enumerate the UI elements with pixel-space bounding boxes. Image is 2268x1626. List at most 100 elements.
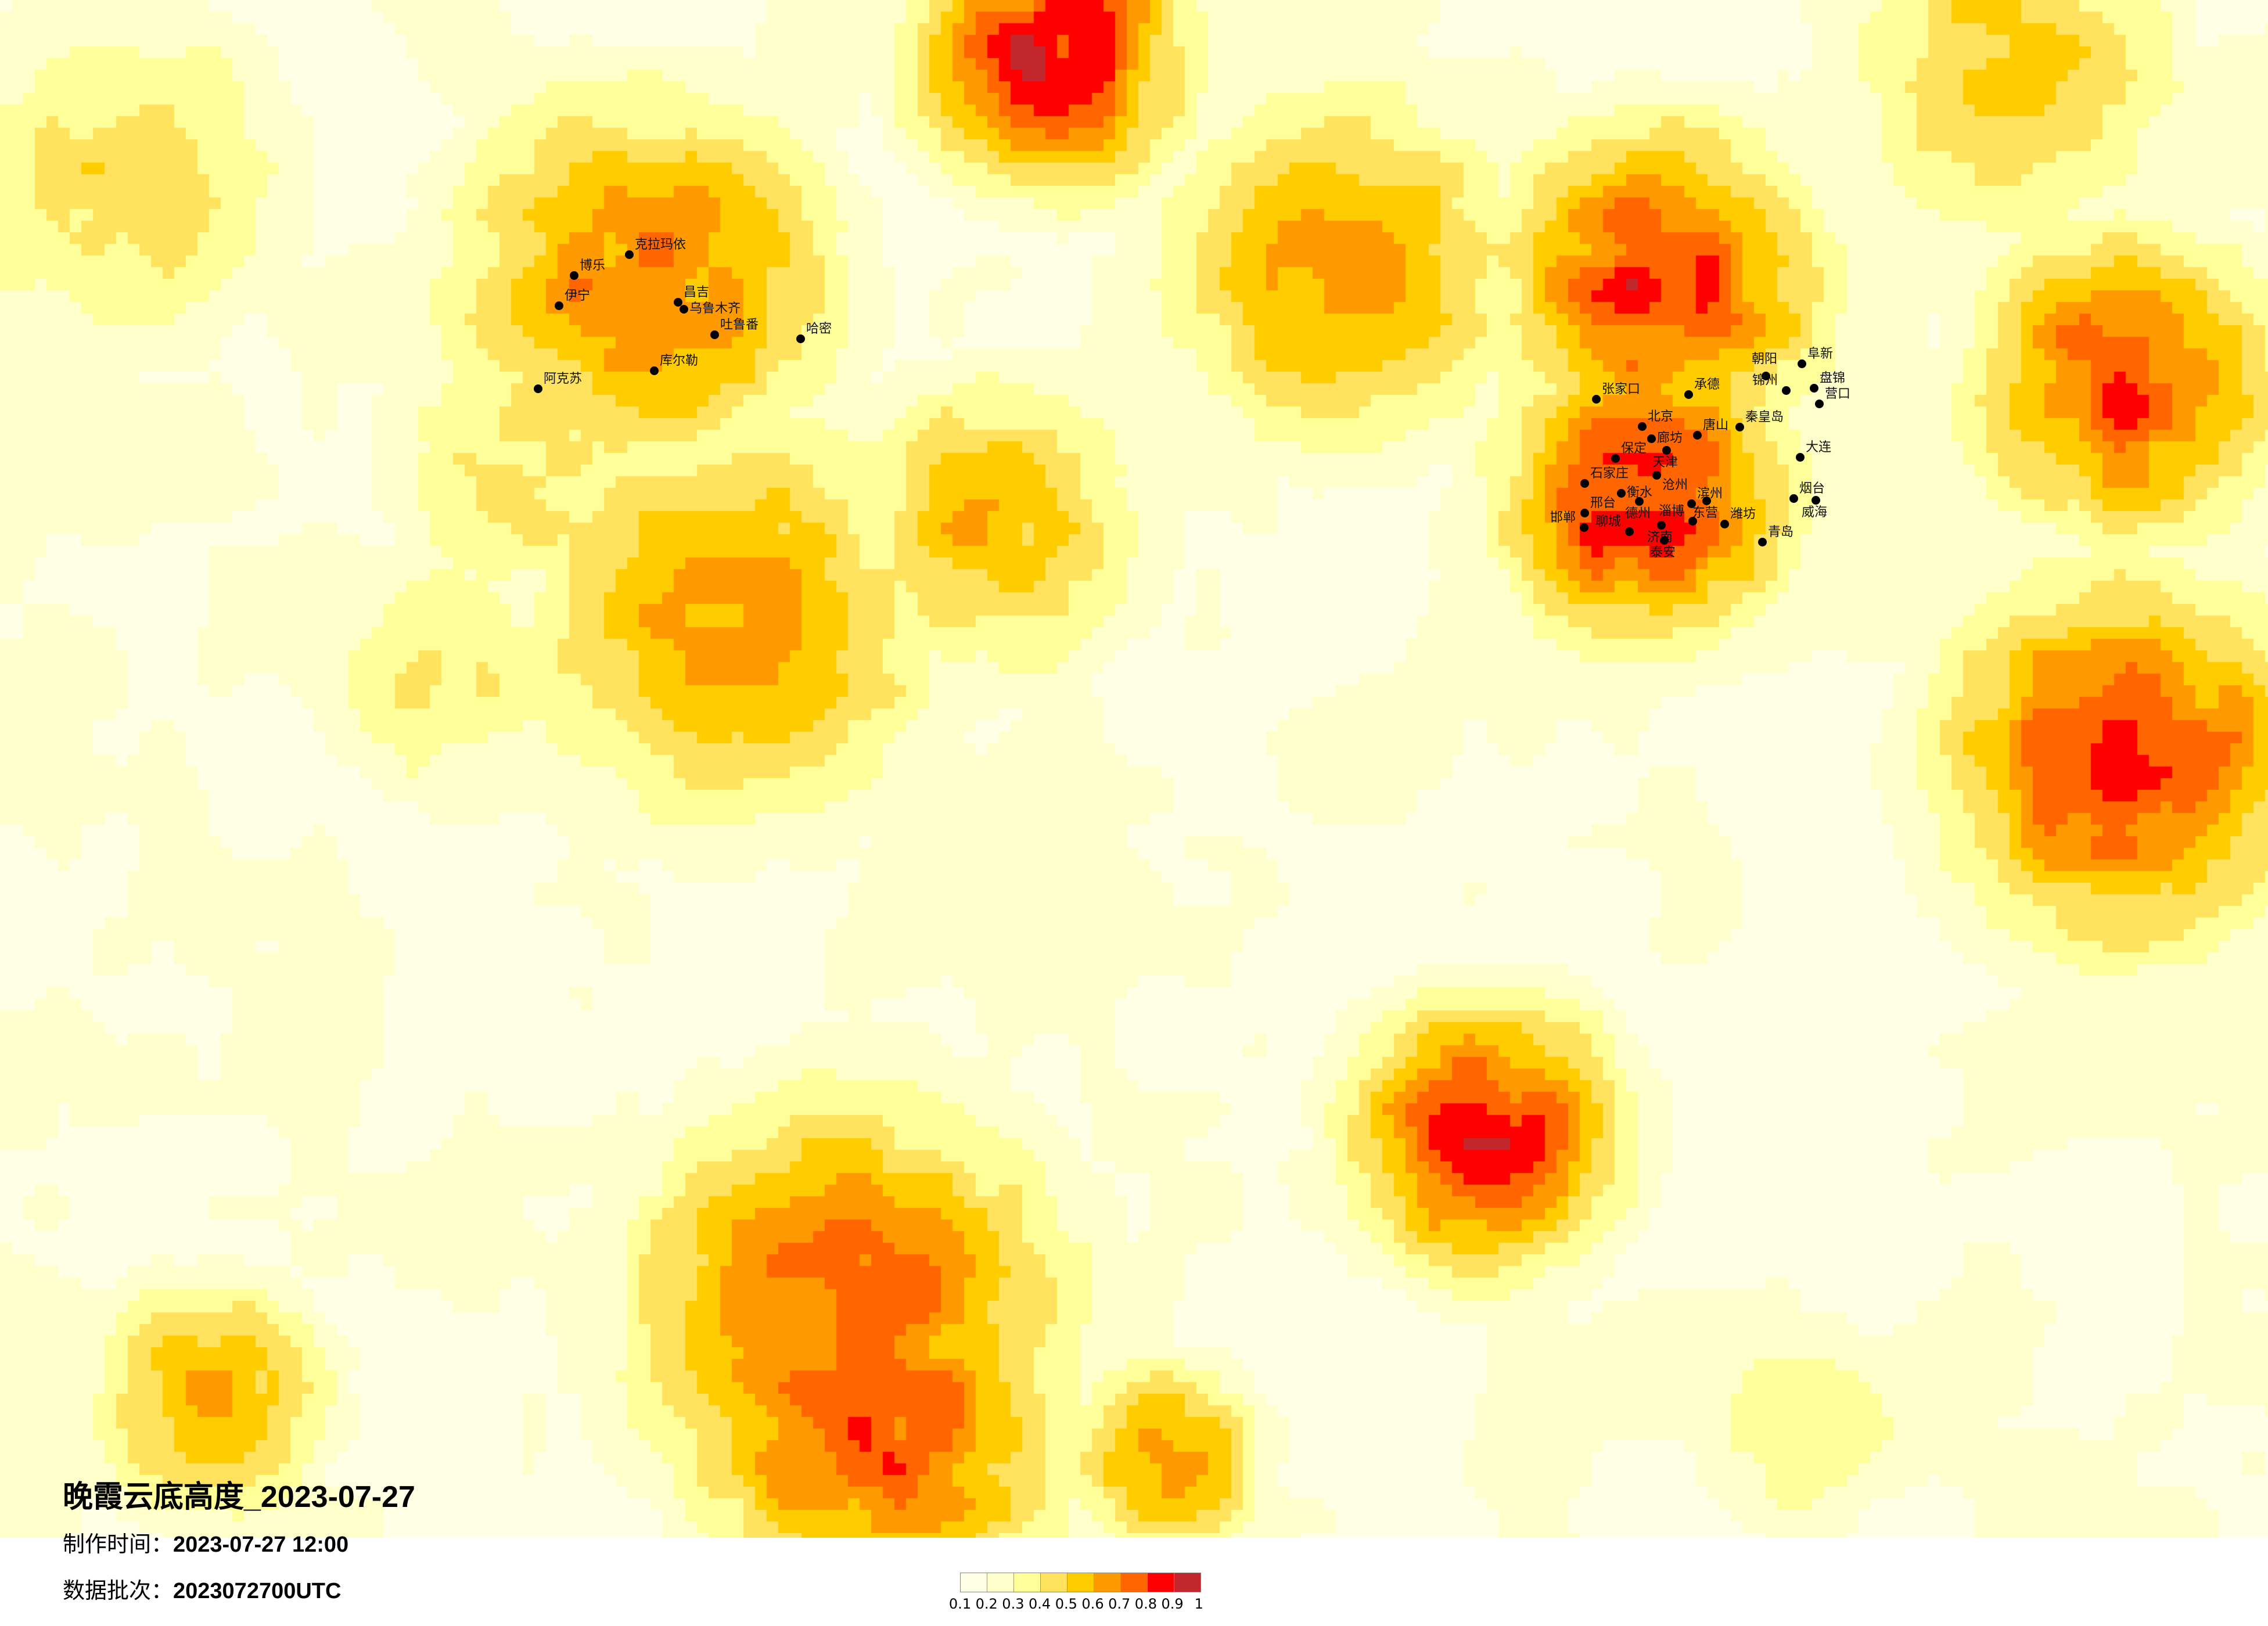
legend-label: 0.8 — [1134, 1596, 1157, 1612]
city-name: 张家口 — [1602, 382, 1641, 397]
city-dot-icon — [1652, 471, 1661, 480]
city-name: 沧州 — [1662, 478, 1688, 492]
city-dot-icon — [1815, 400, 1824, 408]
legend-label: 0.7 — [1108, 1596, 1131, 1612]
city-dot-icon — [1782, 386, 1791, 395]
city-name: 邯郸 — [1550, 510, 1576, 525]
legend-swatch — [1174, 1573, 1201, 1592]
production-time: 制作时间：2023-07-27 12:00 — [63, 1526, 348, 1558]
legend-swatch — [1041, 1573, 1067, 1592]
map-title: 晚霞云底高度_2023-07-27 — [63, 1480, 415, 1514]
city-dot-icon — [1762, 372, 1770, 380]
city-dot-icon — [1693, 431, 1702, 440]
legend-swatch — [987, 1573, 1014, 1592]
city-dot-icon — [534, 384, 542, 393]
city-name: 青岛 — [1768, 525, 1794, 539]
legend-swatch — [1014, 1573, 1041, 1592]
city-dot-icon — [555, 301, 563, 310]
city-name: 邢台 — [1590, 496, 1616, 510]
city-dot-icon — [1798, 359, 1806, 368]
legend-label: 0.4 — [1029, 1596, 1051, 1612]
legend-swatch — [961, 1573, 987, 1592]
city-dot-icon — [1684, 390, 1693, 399]
city-dot-icon — [1592, 395, 1601, 404]
production-time-value: 2023-07-27 12:00 — [173, 1533, 349, 1557]
city-name: 威海 — [1802, 505, 1828, 520]
cloud-base-height-map — [0, 0, 2268, 1538]
city-name: 烟台 — [1799, 481, 1825, 496]
city-name: 伊宁 — [565, 289, 591, 303]
city-name: 天津 — [1652, 455, 1678, 470]
city-dot-icon — [680, 305, 688, 314]
city-name: 德州 — [1625, 506, 1651, 521]
city-dot-icon — [570, 271, 578, 280]
color-legend — [960, 1573, 1201, 1592]
city-name: 秦皇岛 — [1745, 410, 1784, 425]
city-dot-icon — [1580, 523, 1588, 532]
city-dot-icon — [1811, 496, 1820, 505]
city-dot-icon — [1638, 422, 1647, 431]
city-name: 库尔勒 — [660, 354, 699, 368]
city-name: 保定 — [1621, 441, 1647, 456]
city-name: 朝阳 — [1752, 352, 1778, 366]
city-dot-icon — [1660, 536, 1669, 545]
city-name: 营口 — [1825, 387, 1851, 401]
city-name: 阿克苏 — [544, 372, 583, 386]
city-name: 乌鲁木齐 — [689, 301, 741, 316]
city-dot-icon — [1702, 497, 1711, 505]
city-dot-icon — [710, 330, 719, 339]
legend-label: 0.5 — [1055, 1596, 1077, 1612]
city-dot-icon — [1662, 446, 1671, 455]
legend-label: 0.2 — [975, 1596, 998, 1612]
city-name: 阜新 — [1807, 347, 1834, 361]
city-dot-icon — [796, 334, 805, 343]
city-name: 大连 — [1806, 440, 1832, 455]
city-dot-icon — [1720, 520, 1729, 528]
city-name: 盘锦 — [1820, 371, 1846, 386]
data-batch-value: 2023072700UTC — [173, 1579, 342, 1603]
legend-label: 1 — [1194, 1596, 1203, 1612]
legend-label: 0.1 — [948, 1596, 972, 1612]
legend-label: 0.6 — [1081, 1596, 1104, 1612]
legend-swatch — [1094, 1573, 1121, 1592]
city-name: 昌吉 — [684, 285, 710, 300]
legend-labels: 0.1 0.2 0.3 0.4 0.5 0.6 0.7 0.8 0.9 1 — [947, 1596, 1249, 1619]
city-dot-icon — [650, 366, 659, 375]
city-dot-icon — [1647, 434, 1656, 443]
legend-label: 0.3 — [1002, 1596, 1025, 1612]
city-dot-icon — [1625, 527, 1634, 536]
city-dot-icon — [1580, 479, 1589, 488]
city-name: 泰安 — [1650, 545, 1676, 560]
city-name: 淄博 — [1659, 504, 1685, 519]
legend-swatch — [1148, 1573, 1174, 1592]
city-name: 吐鲁番 — [720, 318, 759, 332]
city-dot-icon — [1617, 489, 1626, 498]
city-dot-icon — [674, 298, 682, 307]
city-dot-icon — [1735, 423, 1744, 431]
city-name: 唐山 — [1703, 418, 1729, 433]
city-dot-icon — [1687, 499, 1696, 508]
city-name: 潍坊 — [1730, 507, 1756, 521]
legend-swatch — [1067, 1573, 1094, 1592]
city-dot-icon — [1758, 538, 1767, 546]
city-dot-icon — [1789, 494, 1798, 503]
city-dot-icon — [1635, 497, 1644, 506]
city-name: 东营 — [1692, 506, 1719, 520]
city-name: 承德 — [1694, 377, 1720, 392]
city-dot-icon — [1796, 453, 1805, 462]
data-batch: 数据批次：2023072700UTC — [63, 1573, 341, 1605]
legend-label: 0.9 — [1161, 1596, 1184, 1612]
production-time-label: 制作时间： — [63, 1533, 174, 1557]
city-dot-icon — [1657, 521, 1666, 530]
city-dot-icon — [625, 250, 634, 259]
city-name: 北京 — [1648, 409, 1674, 424]
city-dot-icon — [1611, 454, 1620, 463]
city-dot-icon — [1688, 517, 1697, 526]
data-batch-label: 数据批次： — [63, 1579, 174, 1603]
city-name: 克拉玛依 — [635, 238, 686, 252]
city-name: 聊城 — [1595, 515, 1622, 529]
city-name: 廊坊 — [1657, 431, 1683, 445]
city-dot-icon — [1810, 384, 1818, 393]
city-name: 博乐 — [580, 258, 606, 273]
legend-swatch — [1121, 1573, 1148, 1592]
